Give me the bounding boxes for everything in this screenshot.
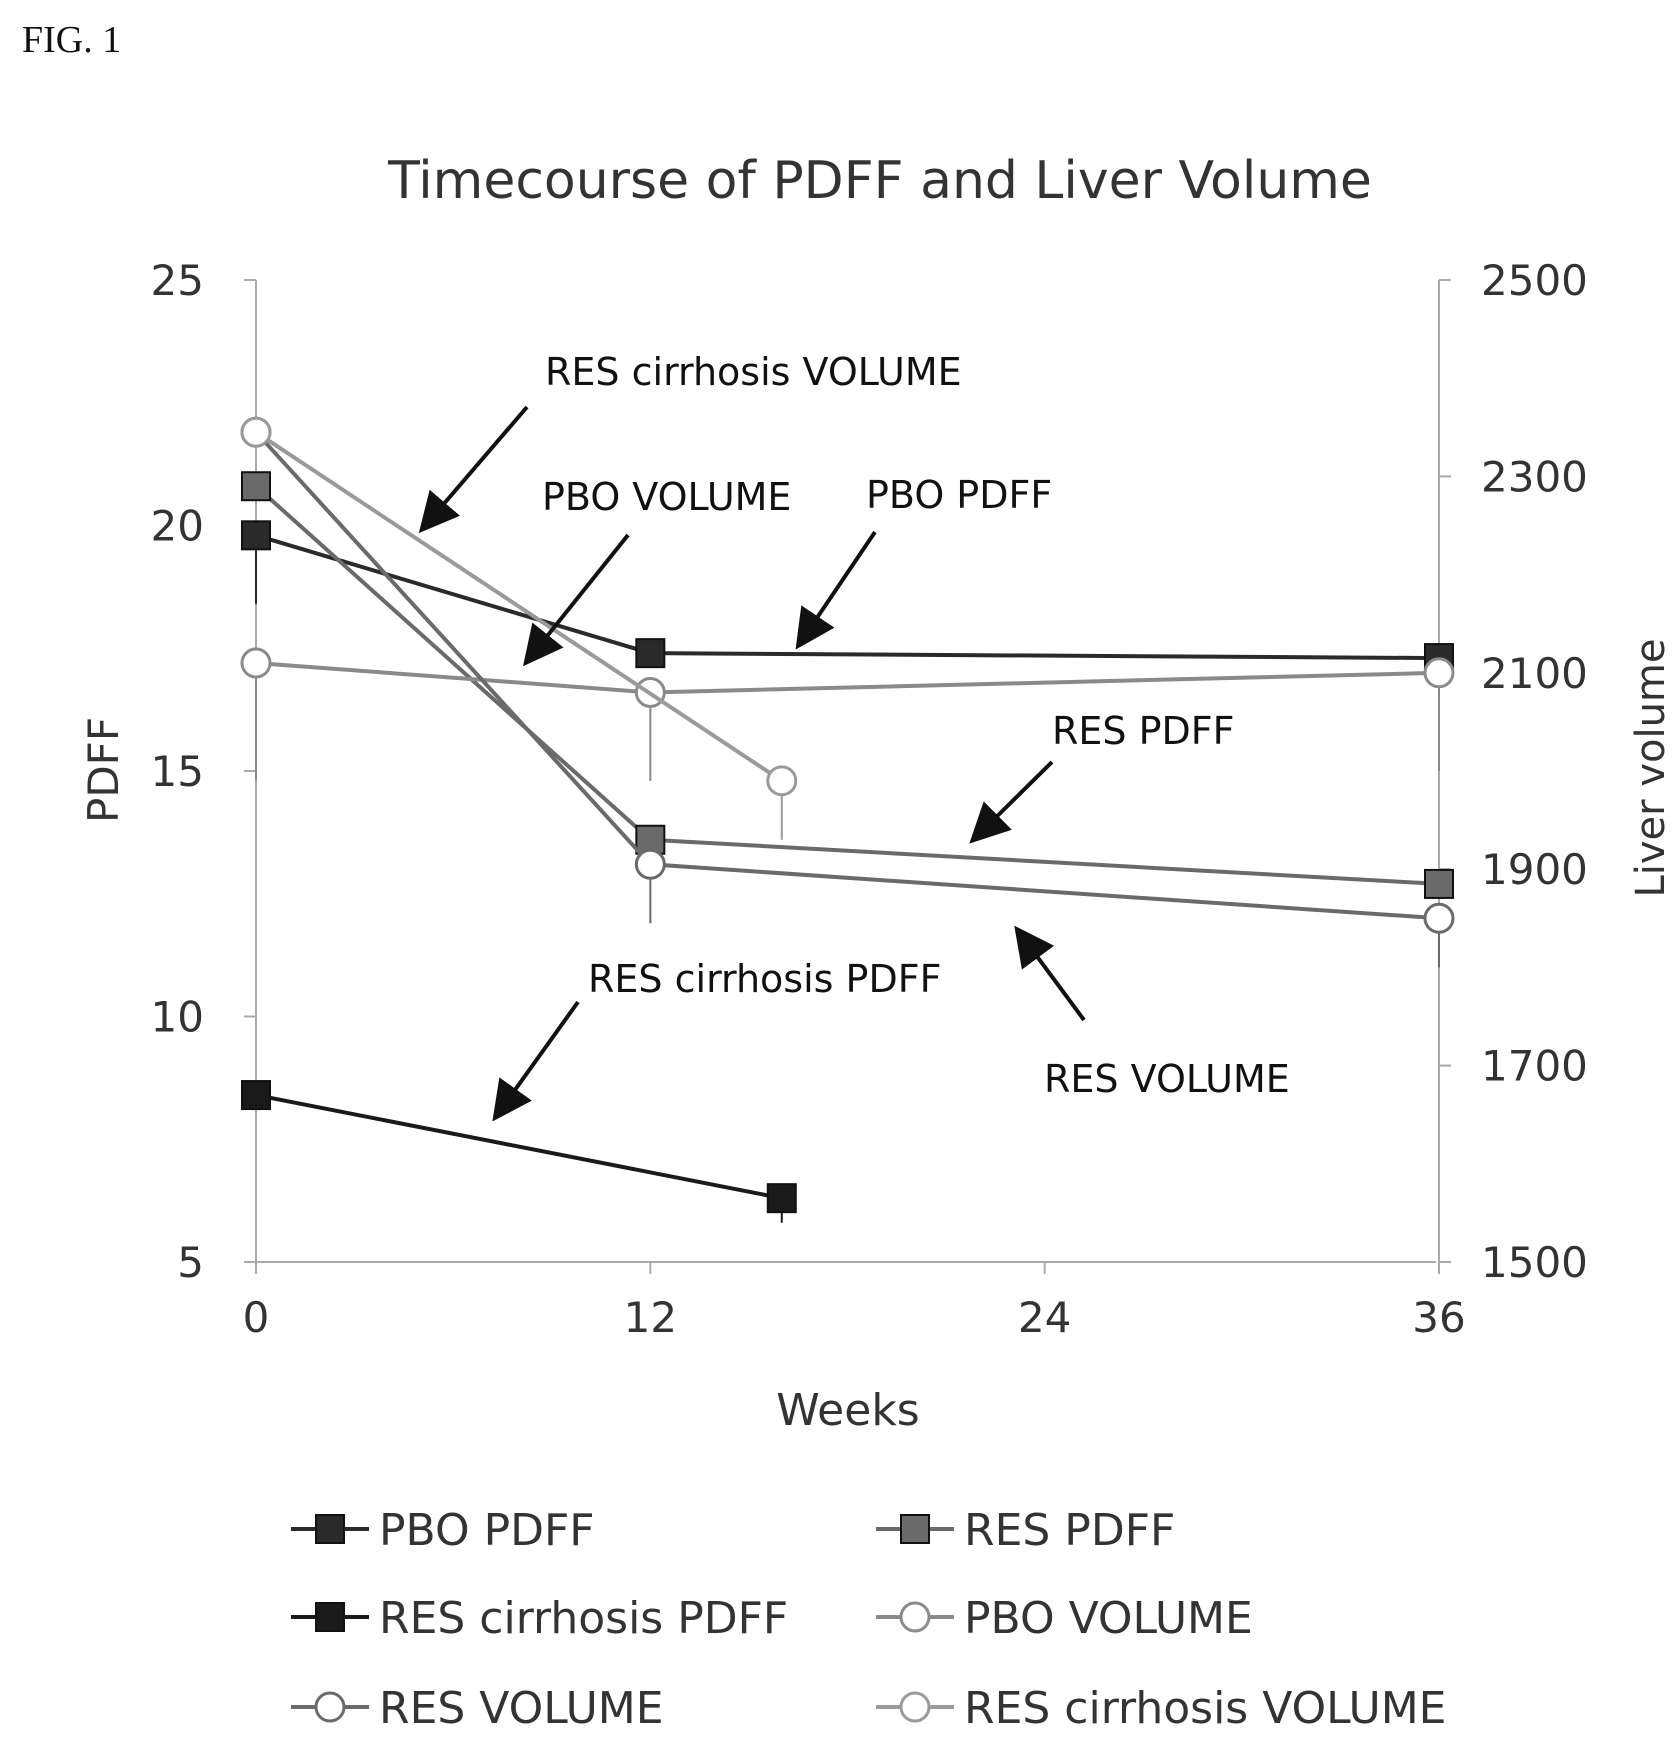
y-axis-right-ticks: 1500 1700 1900 2100 2300 2500 bbox=[1439, 256, 1588, 1287]
legend-label: RES cirrhosis VOLUME bbox=[964, 1683, 1446, 1734]
legend-item-res-cirrhosis-pdff: RES cirrhosis PDFF bbox=[291, 1593, 788, 1644]
x-tick-label: 24 bbox=[1018, 1293, 1071, 1342]
series-res-cirrhosis-pdff bbox=[241, 1080, 797, 1223]
data-point-square bbox=[241, 1080, 271, 1111]
y-left-tick-label: 20 bbox=[151, 502, 204, 551]
annotation-res-pdff: RES PDFF bbox=[1052, 709, 1235, 753]
y-right-tick-label: 2500 bbox=[1481, 256, 1588, 305]
series-line bbox=[254, 484, 1440, 886]
data-point-square bbox=[241, 520, 271, 551]
data-point-square bbox=[241, 471, 271, 502]
figure-label: FIG. 1 bbox=[22, 19, 121, 61]
legend-label: PBO PDFF bbox=[379, 1505, 595, 1556]
series-layer bbox=[240, 416, 1455, 1223]
annotation-res-cirrhosis-pdff: RES cirrhosis PDFF bbox=[588, 957, 941, 1001]
series-res-volume bbox=[240, 416, 1455, 968]
x-tick-label: 36 bbox=[1412, 1293, 1465, 1342]
arrow-res-cirrhosis-pdff bbox=[492, 1000, 580, 1122]
y-left-tick-label: 5 bbox=[177, 1238, 204, 1287]
data-point-square bbox=[1424, 868, 1454, 899]
y-axis-left-label: PDFF bbox=[79, 717, 128, 823]
data-point-square bbox=[635, 638, 666, 669]
arrow-res-pdff bbox=[969, 760, 1054, 844]
legend-label: RES PDFF bbox=[964, 1505, 1175, 1556]
y-right-tick-label: 2100 bbox=[1481, 649, 1588, 698]
legend-marker-circle bbox=[314, 1691, 346, 1723]
plot-area bbox=[252, 280, 1440, 1263]
x-tick-label: 0 bbox=[243, 1293, 270, 1342]
legend-marker-circle bbox=[899, 1691, 931, 1723]
legend-marker-square bbox=[900, 1514, 930, 1544]
legend-marker-circle bbox=[899, 1601, 931, 1633]
legend-item-res-pdff: RES PDFF bbox=[876, 1505, 1175, 1556]
legend-label: PBO VOLUME bbox=[964, 1593, 1253, 1644]
legend-label: RES cirrhosis PDFF bbox=[379, 1593, 788, 1644]
series-line bbox=[255, 533, 1440, 661]
annotation-res-cirrhosis-volume: RES cirrhosis VOLUME bbox=[545, 350, 962, 394]
series-res-cirrhosis-volume bbox=[240, 416, 798, 840]
y-right-tick-label: 1500 bbox=[1481, 1238, 1588, 1287]
legend: PBO PDFF RES PDFF RES cirrhosis PDFF PBO VO… bbox=[291, 1505, 1446, 1734]
x-axis-label: Weeks bbox=[776, 1385, 919, 1436]
legend-item-res-volume: RES VOLUME bbox=[291, 1683, 664, 1734]
series-pbo-volume bbox=[240, 647, 1455, 781]
arrow-pbo-volume bbox=[523, 533, 630, 667]
legend-item-pbo-pdff: PBO PDFF bbox=[291, 1505, 595, 1556]
annotation-pbo-volume: PBO VOLUME bbox=[542, 475, 791, 519]
data-point-circle bbox=[766, 765, 798, 797]
series-res-pdff bbox=[241, 471, 1454, 924]
x-axis-ticks: 0 12 24 36 bbox=[243, 1262, 1466, 1342]
y-right-tick-label: 1900 bbox=[1481, 845, 1588, 894]
legend-item-pbo-volume: PBO VOLUME bbox=[876, 1593, 1253, 1644]
annotation-res-volume: RES VOLUME bbox=[1044, 1057, 1290, 1101]
data-point-circle bbox=[240, 647, 272, 679]
x-tick-label: 12 bbox=[624, 1293, 677, 1342]
annotations: RES cirrhosis VOLUME PBO VOLUME PBO PDFF… bbox=[418, 350, 1290, 1122]
series-line bbox=[254, 430, 783, 783]
series-line bbox=[255, 1093, 783, 1201]
data-point-circle bbox=[1423, 657, 1455, 689]
arrow-res-volume bbox=[1014, 925, 1086, 1022]
arrow-pbo-pdff bbox=[795, 530, 877, 650]
y-right-tick-label: 2300 bbox=[1481, 452, 1588, 501]
data-point-circle bbox=[240, 416, 272, 448]
y-left-tick-label: 10 bbox=[151, 993, 204, 1042]
arrow-res-cirrhosis-volume bbox=[418, 405, 529, 534]
annotation-pbo-pdff: PBO PDFF bbox=[866, 473, 1052, 517]
legend-item-res-cirrhosis-volume: RES cirrhosis VOLUME bbox=[876, 1683, 1446, 1734]
y-right-tick-label: 1700 bbox=[1481, 1042, 1588, 1091]
y-axis-right-label: Liver volume bbox=[1628, 638, 1674, 897]
y-left-tick-label: 25 bbox=[151, 256, 204, 305]
data-point-circle bbox=[1423, 902, 1455, 934]
y-axis-left-ticks: 5 10 15 20 25 bbox=[151, 256, 256, 1287]
y-left-tick-label: 15 bbox=[151, 747, 204, 796]
legend-marker-square bbox=[315, 1602, 345, 1632]
series-line bbox=[255, 660, 1440, 695]
legend-marker-square bbox=[315, 1514, 345, 1544]
chart-title: Timecourse of PDFF and Liver Volume bbox=[387, 151, 1372, 211]
data-point-circle bbox=[634, 848, 666, 880]
legend-label: RES VOLUME bbox=[379, 1683, 664, 1734]
data-point-square bbox=[766, 1183, 797, 1214]
